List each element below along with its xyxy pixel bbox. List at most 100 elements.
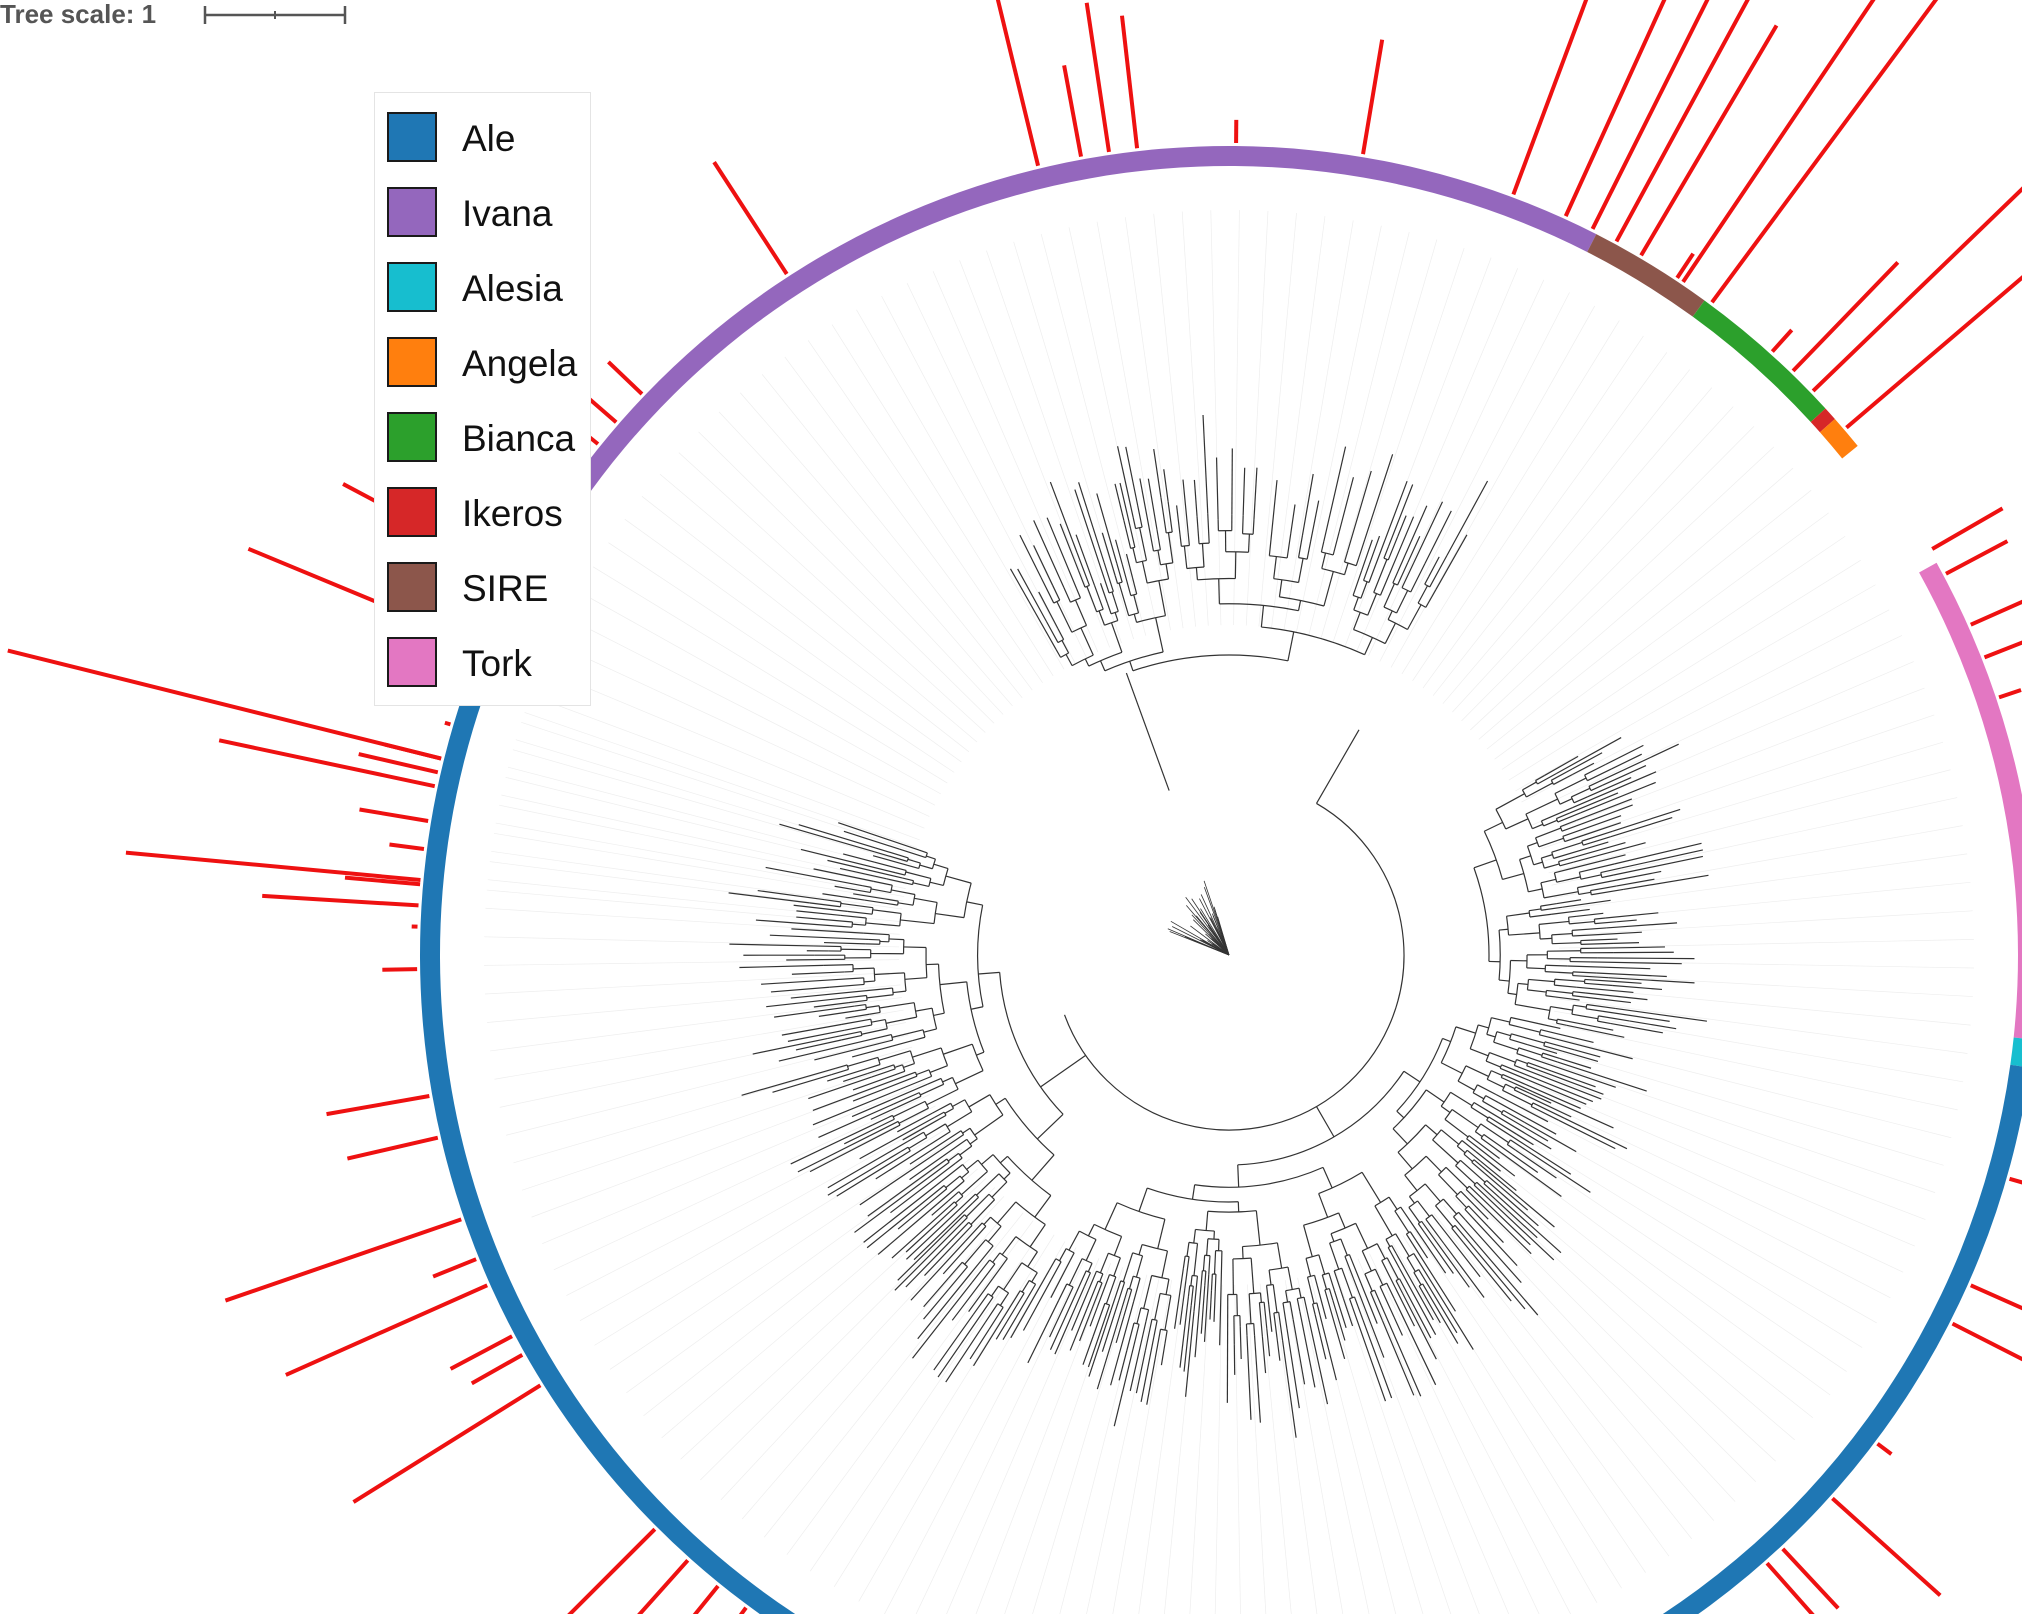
branch [1571,854,1626,869]
branch [1364,1273,1373,1292]
branch [914,897,938,904]
bar [607,360,644,396]
branch [1114,612,1119,621]
branch-arc [1312,1302,1318,1305]
branch [729,943,814,947]
branch [1424,576,1430,585]
branch-arc [1015,1201,1046,1226]
branch [1068,1230,1080,1251]
branch-arc [977,904,984,1007]
bar [1831,1496,1942,1597]
bar [358,752,439,775]
branch [1393,1298,1437,1386]
branch [907,858,921,864]
leaf-guide [1554,1010,1964,1083]
branch [1093,585,1104,610]
branch [1401,562,1415,588]
branch-arc [1128,612,1139,617]
branch [1179,534,1182,547]
branch [1361,1250,1372,1272]
branch-arc [1269,555,1288,559]
branch [1205,1211,1209,1231]
branch [1526,782,1553,798]
branch [1477,1084,1497,1096]
branch [1276,1340,1281,1361]
bar [712,161,789,276]
branch [937,1305,988,1378]
branch [1397,1151,1413,1170]
leaf-guide [507,766,910,873]
branch [1540,903,1557,907]
branch [1526,967,1546,970]
branch [935,912,965,919]
branch [1368,535,1381,565]
branch [1208,1255,1211,1275]
leaf-guide [1501,535,1846,770]
branch [1391,1245,1397,1254]
branch [1383,546,1389,559]
branch-arc [1540,857,1545,869]
branch [741,1067,836,1096]
branch [1502,1089,1533,1106]
branch-arc [1373,591,1381,596]
branch [1089,1282,1103,1316]
branch [1476,1181,1496,1200]
bar [1084,2,1111,153]
branch [918,849,928,854]
leaf-guide [541,668,925,829]
branch [1033,520,1065,588]
leaf-guide [659,473,978,743]
branch-arc [1387,1245,1393,1249]
branch-arc [911,880,915,885]
branch [1145,1309,1150,1322]
leaf-guide [1138,1281,1185,1614]
branch-arc [1195,1228,1215,1232]
branch-arc [1473,867,1490,962]
branch [916,1069,930,1076]
branch [1087,1334,1101,1368]
branch [790,1124,873,1165]
leaf-guide [1487,1159,1814,1419]
ring-segment-ale [420,691,796,1614]
branch-arc [1135,526,1143,530]
branch [976,1173,1000,1196]
branch-arc [839,901,842,907]
branch [728,892,810,904]
branch [955,1195,964,1204]
branch [892,990,907,994]
branch-arc [1374,1196,1390,1207]
branch-arc [1136,559,1147,564]
branch [838,977,864,981]
branch [1315,729,1360,804]
branch [1496,1126,1572,1175]
branch [1193,940,1230,956]
branch [787,1029,845,1042]
leaf-guide [592,566,948,784]
branch [1075,534,1096,586]
leaf-guide [1521,609,1890,803]
branch-arc [1483,831,1504,880]
bar [1770,328,1794,353]
branch [1146,1357,1156,1405]
branch [1585,870,1662,887]
branch [1541,807,1573,822]
branch [1173,1268,1184,1329]
branch [1049,1291,1078,1351]
legend-item-ivana: Ivana [387,187,587,239]
branch [1309,1322,1329,1405]
branch [1417,585,1429,604]
branch [1515,1133,1534,1146]
leaf-guide [490,997,902,1052]
branch [874,972,905,976]
branch [1465,1065,1489,1077]
branch [1207,513,1210,544]
branch [909,1155,944,1181]
branch [1129,1321,1147,1392]
bar [1681,0,1876,283]
branch [1303,1224,1313,1257]
branch [1519,855,1531,861]
branch [1287,1266,1293,1290]
branch [1210,938,1230,956]
branch [919,864,933,870]
leaf-guide [566,1105,936,1296]
